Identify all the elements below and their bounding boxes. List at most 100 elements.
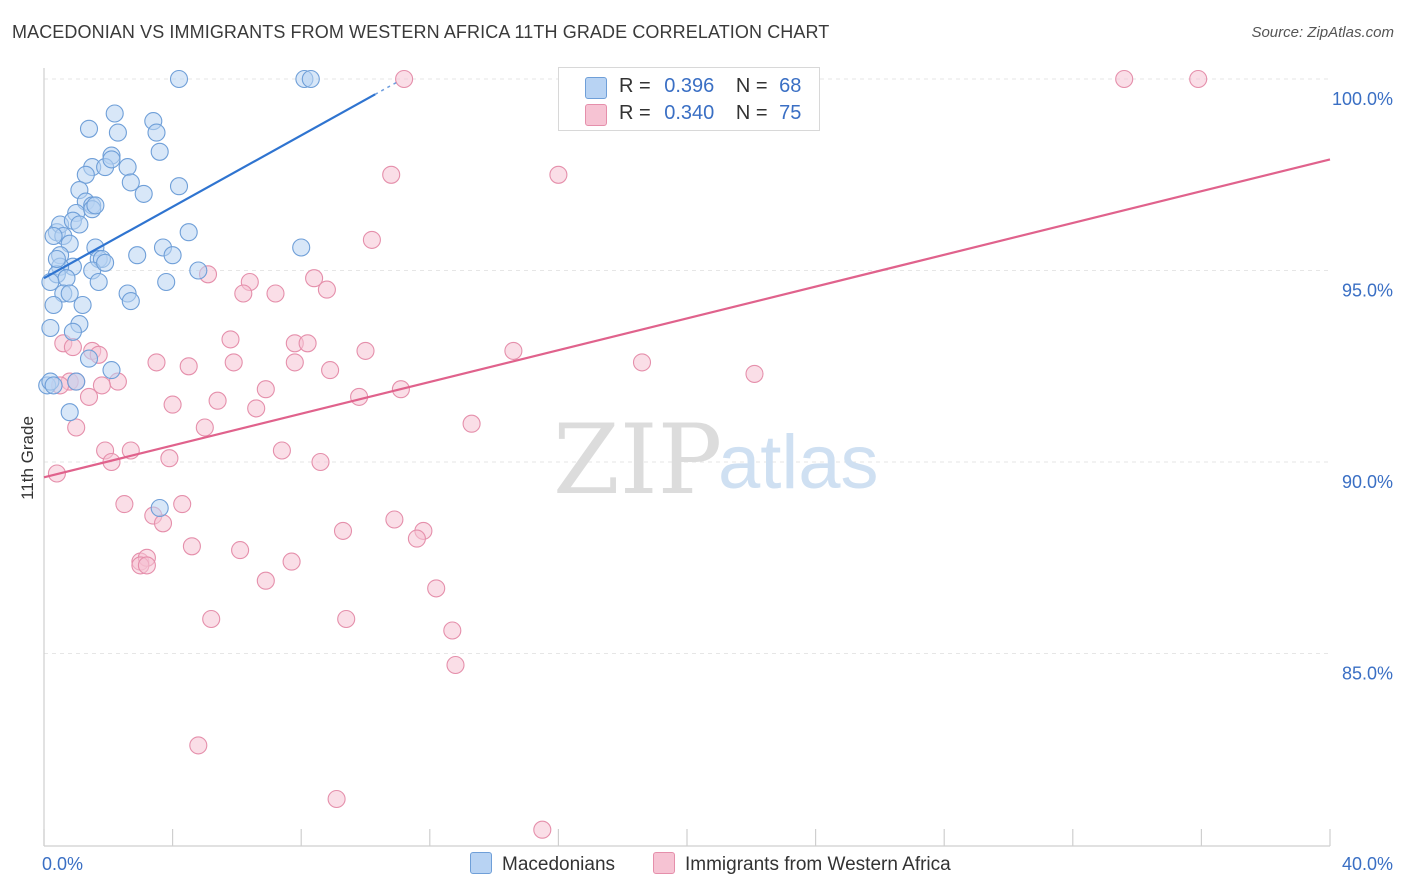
- bottom-legend-macedonians: Macedonians: [470, 852, 615, 876]
- point-macedonians: [163, 246, 182, 265]
- legend-r-label: R =: [619, 102, 651, 124]
- watermark-zip: ZIP: [553, 404, 722, 516]
- y-tick-label: 95.0%: [1342, 281, 1393, 301]
- point-immigrants: [356, 341, 375, 360]
- point-immigrants: [362, 230, 381, 249]
- legend-n-label: N =: [735, 102, 768, 124]
- stats-legend: R = 0.396 N = 68 R = 0.340 N = 75: [558, 67, 820, 131]
- point-macedonians: [134, 184, 153, 203]
- point-immigrants: [67, 418, 86, 437]
- point-immigrants: [385, 510, 404, 529]
- point-immigrants: [189, 736, 208, 755]
- point-immigrants: [317, 280, 336, 299]
- series-macedonians: [38, 69, 320, 518]
- tick-labels: 85.0% 90.0% 95.0% 100.0% 0.0% 40.0%: [42, 89, 1393, 874]
- legend-n-value: 68: [779, 75, 802, 97]
- point-macedonians: [102, 150, 121, 169]
- point-macedonians: [108, 123, 127, 142]
- point-immigrants: [266, 284, 285, 303]
- point-macedonians: [86, 196, 105, 215]
- point-immigrants: [446, 655, 465, 675]
- point-macedonians: [73, 295, 92, 315]
- point-macedonians: [41, 318, 60, 338]
- point-immigrants: [382, 165, 401, 184]
- point-macedonians: [105, 104, 124, 123]
- point-macedonians: [128, 246, 147, 265]
- legend-swatch-blue: [585, 77, 607, 99]
- point-immigrants: [305, 269, 324, 288]
- point-immigrants: [427, 579, 446, 598]
- point-immigrants: [333, 521, 353, 540]
- point-macedonians: [121, 292, 140, 311]
- y-axis-label: 11th Grade: [18, 416, 37, 500]
- point-immigrants: [153, 514, 173, 533]
- point-macedonians: [169, 177, 189, 196]
- point-macedonians: [179, 223, 198, 242]
- point-immigrants: [247, 399, 266, 418]
- trend-line-macedonians: [43, 93, 376, 280]
- watermark-atlas: atlas: [718, 420, 879, 505]
- bottom-legend-swatch-pink: [653, 852, 675, 874]
- point-immigrants: [234, 284, 253, 303]
- point-macedonians: [150, 142, 169, 161]
- point-macedonians: [157, 272, 176, 292]
- watermark: ZIP atlas: [553, 404, 879, 516]
- point-macedonians: [57, 269, 76, 288]
- point-immigrants: [182, 537, 201, 556]
- point-immigrants: [1115, 69, 1134, 89]
- point-macedonians: [60, 403, 79, 422]
- point-immigrants: [321, 361, 340, 380]
- point-immigrants: [92, 376, 111, 395]
- bottom-legend-immigrants: Immigrants from Western Africa: [653, 852, 951, 876]
- point-immigrants: [115, 495, 134, 514]
- point-immigrants: [221, 330, 240, 349]
- point-immigrants: [504, 341, 523, 360]
- point-immigrants: [745, 364, 764, 383]
- point-macedonians: [47, 249, 66, 269]
- legend-n-label: N =: [735, 75, 768, 97]
- legend-r-value: 0.396: [664, 75, 715, 97]
- trend-lines: [43, 81, 1331, 479]
- point-immigrants: [147, 353, 166, 372]
- legend-r-label: R =: [619, 75, 651, 97]
- legend-n-value: 75: [779, 102, 802, 124]
- point-macedonians: [89, 272, 108, 292]
- x-tick-label: 40.0%: [1342, 854, 1393, 874]
- chart-title: MACEDONIAN VS IMMIGRANTS FROM WESTERN AF…: [12, 22, 830, 42]
- point-immigrants: [533, 820, 552, 839]
- point-immigrants: [79, 387, 99, 406]
- point-immigrants: [163, 395, 182, 414]
- point-immigrants: [1189, 69, 1208, 89]
- point-immigrants: [231, 541, 250, 560]
- point-immigrants: [272, 441, 291, 460]
- point-immigrants: [63, 338, 82, 357]
- point-immigrants: [179, 357, 198, 376]
- point-immigrants: [256, 380, 275, 399]
- point-immigrants: [285, 353, 304, 372]
- point-immigrants: [173, 495, 192, 514]
- point-immigrants: [256, 571, 275, 590]
- bottom-legend-label: Immigrants from Western Africa: [685, 854, 951, 875]
- point-immigrants: [443, 621, 462, 640]
- point-macedonians: [301, 69, 320, 89]
- point-macedonians: [63, 322, 82, 341]
- bottom-legend-swatch-blue: [470, 852, 492, 874]
- point-immigrants: [202, 609, 221, 629]
- trend-line-macedonians-extension: [374, 81, 399, 95]
- point-macedonians: [79, 119, 99, 138]
- point-immigrants: [327, 789, 346, 809]
- point-macedonians: [292, 238, 311, 257]
- point-immigrants: [407, 529, 426, 548]
- bottom-legend-label: Macedonians: [502, 854, 616, 875]
- point-macedonians: [96, 253, 115, 272]
- point-immigrants: [137, 556, 156, 575]
- y-tick-label: 100.0%: [1332, 89, 1393, 109]
- point-macedonians: [67, 372, 86, 391]
- point-macedonians: [118, 158, 137, 177]
- point-macedonians: [121, 173, 140, 192]
- y-tick-label: 85.0%: [1342, 664, 1393, 684]
- point-immigrants: [337, 609, 356, 629]
- axes: [43, 68, 1331, 847]
- point-macedonians: [60, 284, 79, 303]
